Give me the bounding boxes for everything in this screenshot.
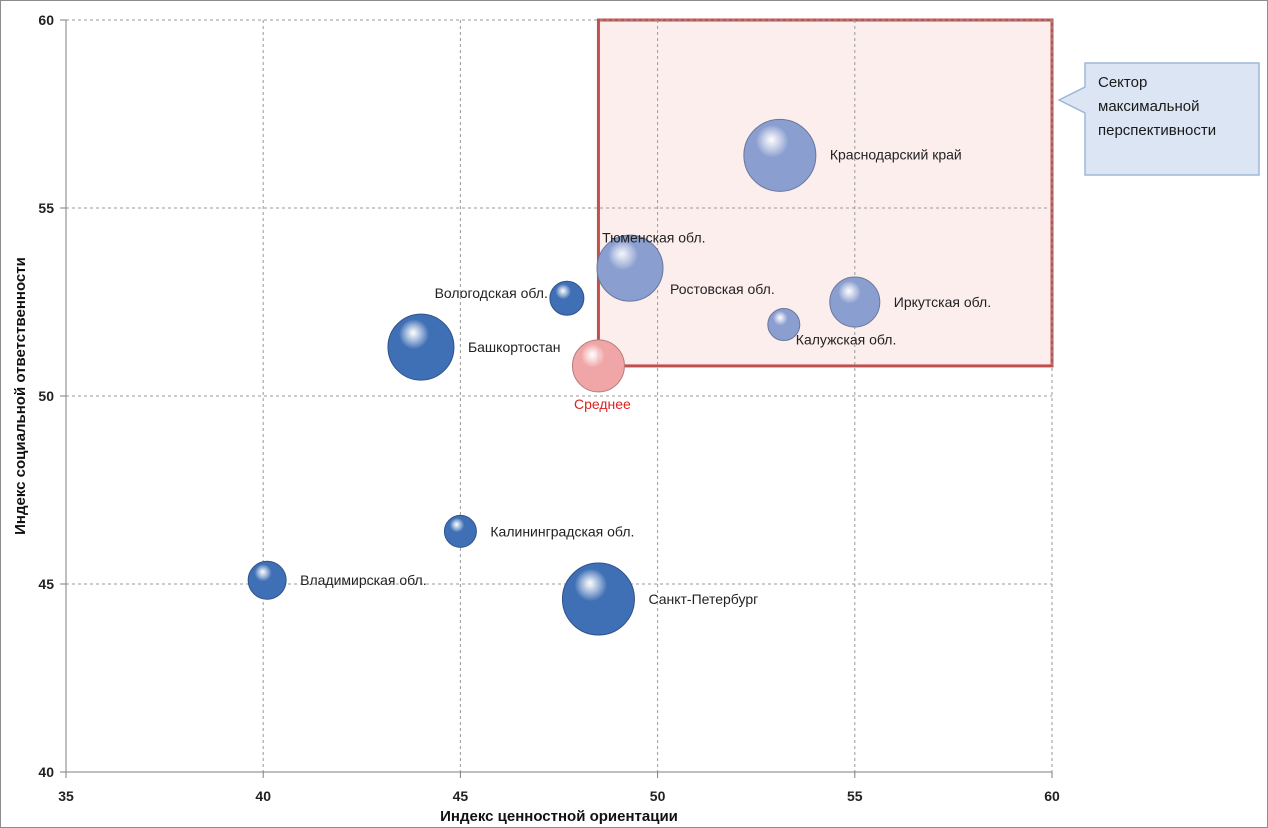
- bubble: [561, 562, 635, 636]
- bubble-label: Владимирская обл.: [300, 572, 426, 588]
- bubble-label: Иркутская обл.: [894, 294, 991, 310]
- x-tick-label: 40: [255, 788, 271, 804]
- bubble-label: Санкт-Петербург: [648, 591, 758, 607]
- bubble-label: Вологодская обл.: [435, 285, 548, 301]
- bubble: [743, 118, 817, 192]
- bubble: [596, 234, 664, 302]
- y-axis-title: Индекс социальной ответственности: [12, 257, 29, 535]
- y-tick-label: 60: [38, 12, 54, 28]
- x-tick-label: 50: [650, 788, 666, 804]
- max-perspective-sector: [596, 18, 1054, 368]
- callout-text-line: Сектор: [1098, 74, 1147, 91]
- bubble: [767, 308, 801, 342]
- bubble: [247, 560, 287, 600]
- callout-text-line: максимальной: [1098, 98, 1200, 115]
- bubble-label: Среднее: [574, 396, 631, 412]
- bubble-label: Тюменская обл.: [602, 230, 705, 246]
- bubble: [549, 280, 585, 316]
- x-tick-label: 60: [1044, 788, 1060, 804]
- bubble-label: Ростовская обл.: [670, 281, 775, 297]
- y-tick-label: 55: [38, 200, 54, 216]
- y-tick-label: 40: [38, 764, 54, 780]
- bubble: [829, 276, 881, 328]
- bubble: [443, 514, 477, 548]
- callout-text-line: перспективности: [1098, 122, 1216, 139]
- x-tick-label: 55: [847, 788, 863, 804]
- x-axis-title: Индекс ценностной ориентации: [440, 808, 678, 825]
- y-tick-label: 50: [38, 388, 54, 404]
- bubble-label: Калининградская обл.: [490, 523, 634, 539]
- x-tick-label: 35: [58, 788, 74, 804]
- sector-callout: Сектор максимальной перспективности: [1057, 62, 1260, 176]
- callout-box: [1057, 62, 1260, 176]
- bubble-label: Краснодарский край: [830, 146, 962, 162]
- bubble: [387, 313, 455, 381]
- bubble-label: Калужская обл.: [796, 332, 897, 348]
- bubble-label: Башкортостан: [468, 339, 561, 355]
- y-tick-label: 45: [38, 576, 54, 592]
- x-tick-label: 45: [453, 788, 469, 804]
- bubble: [571, 339, 625, 393]
